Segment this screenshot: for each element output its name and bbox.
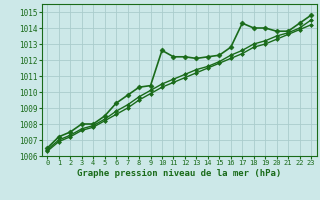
X-axis label: Graphe pression niveau de la mer (hPa): Graphe pression niveau de la mer (hPa) [77, 169, 281, 178]
